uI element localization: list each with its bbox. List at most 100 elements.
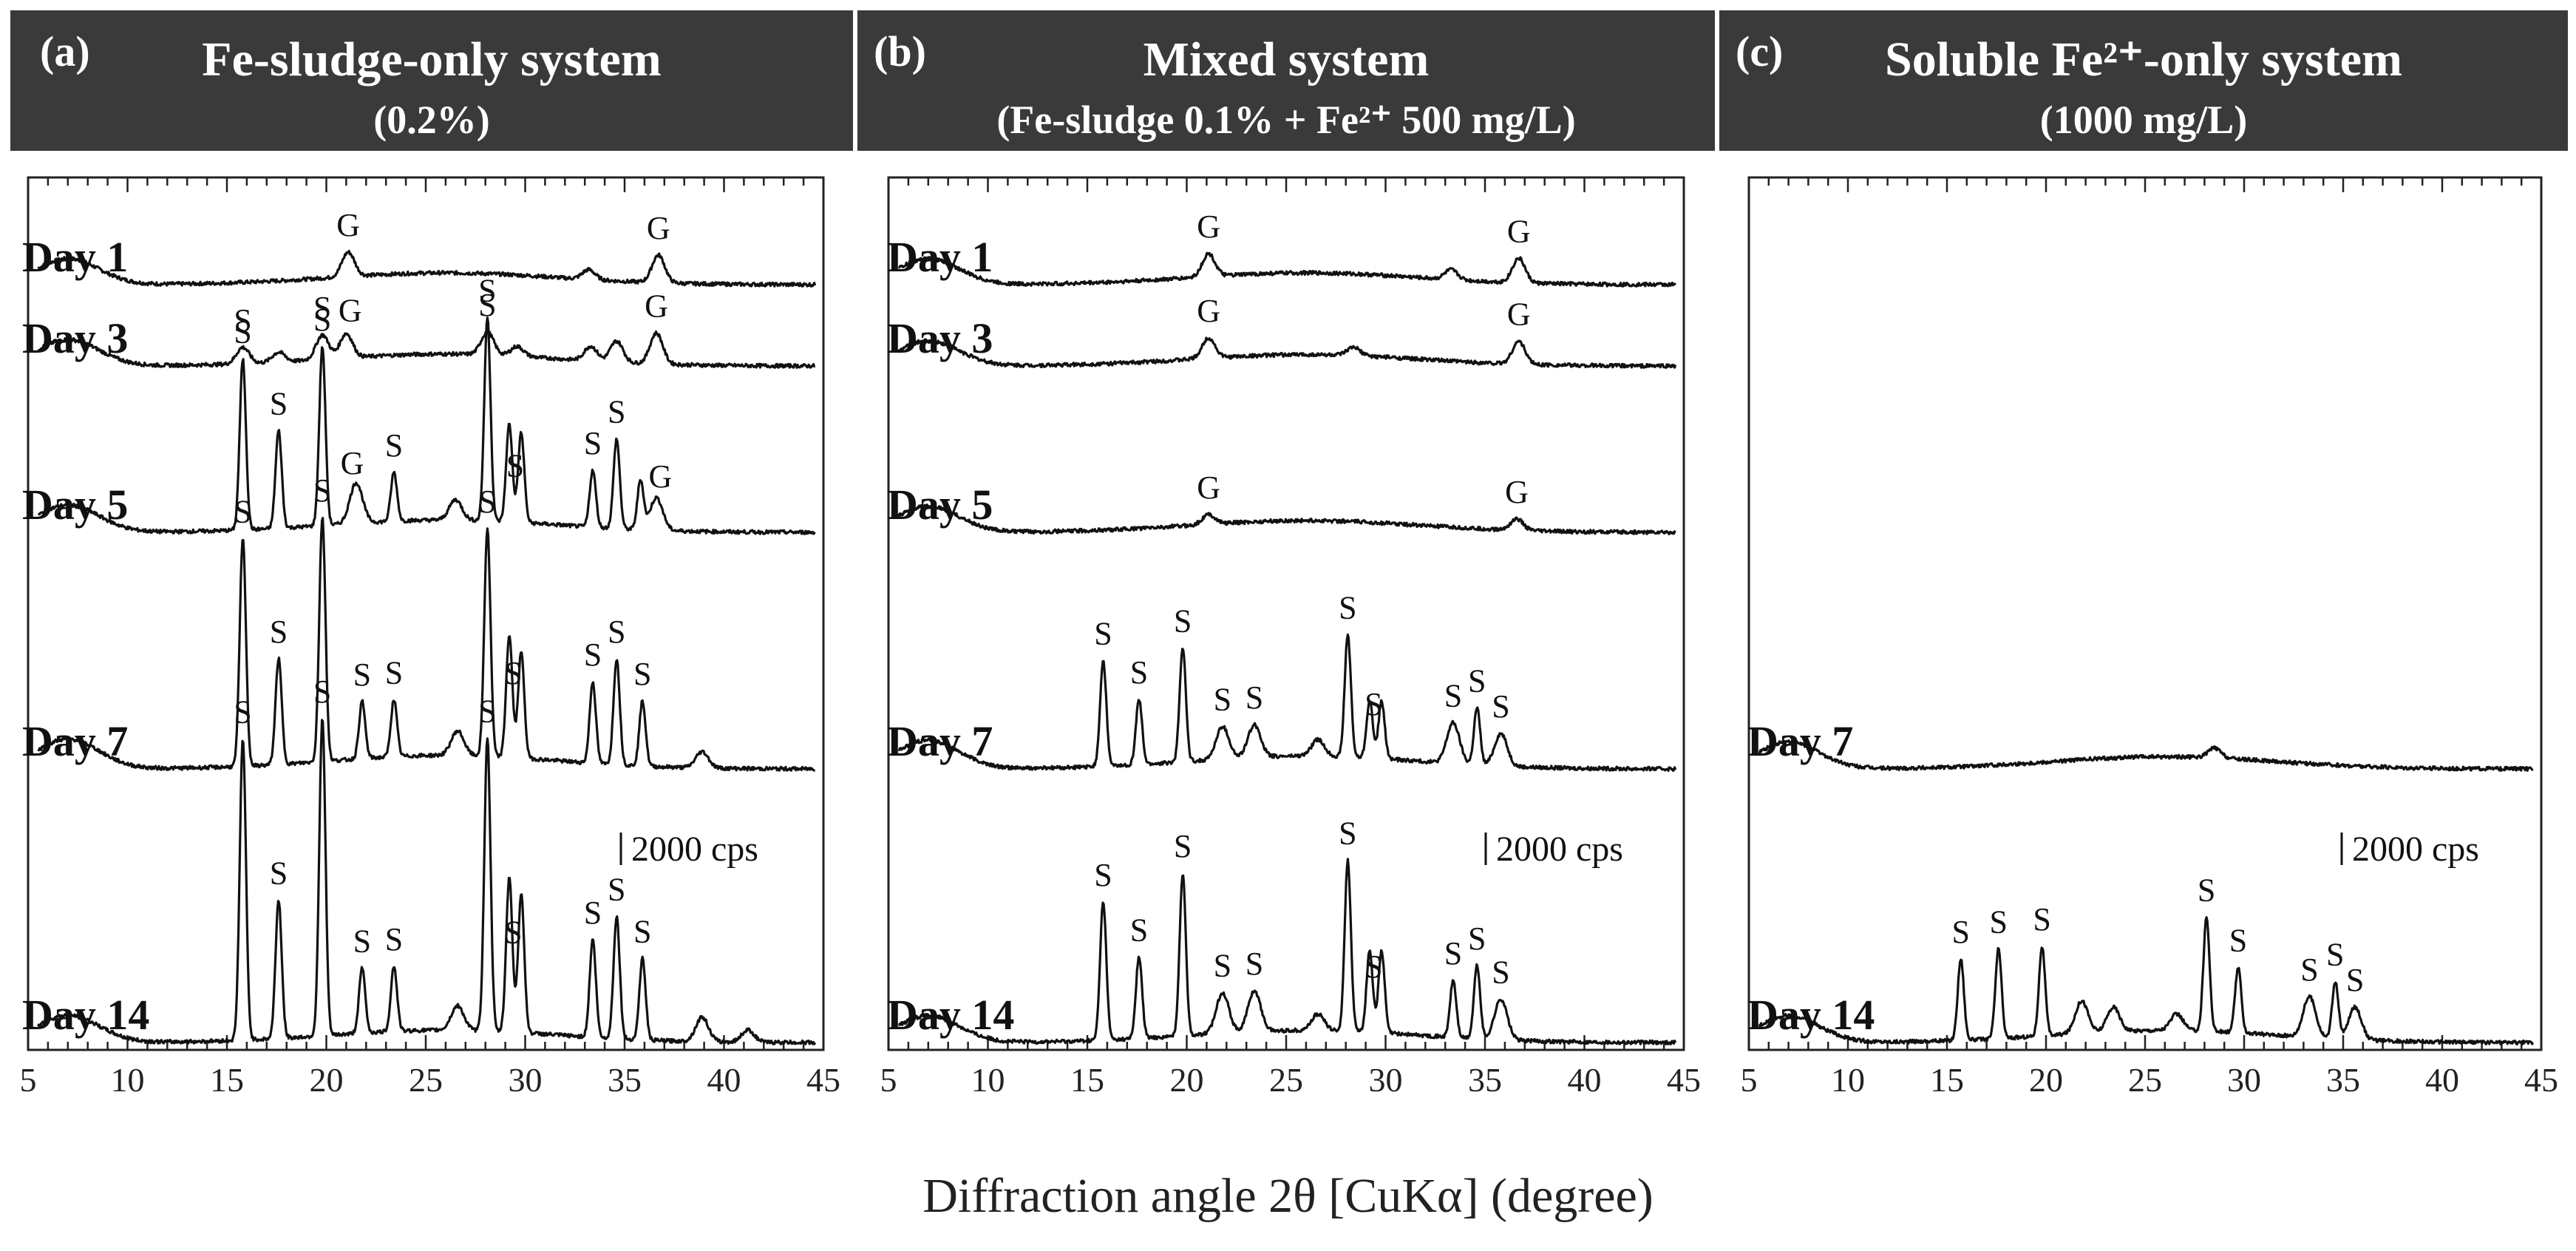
peak-marker-s: S: [2300, 952, 2318, 988]
peak-marker-s: S: [1094, 857, 1112, 893]
panel-a-title: Fe-sludge-only system: [202, 33, 662, 87]
peak-marker-s: S: [353, 657, 371, 693]
x-tick-label: 5: [880, 1061, 897, 1099]
peak-marker-s: S: [1444, 678, 1462, 714]
peak-marker-s: S: [2198, 872, 2215, 909]
x-tick-label: 30: [2227, 1061, 2261, 1099]
peak-marker-g: G: [339, 293, 362, 329]
peak-marker-s: S: [1365, 949, 1382, 985]
peak-marker-s: S: [506, 448, 524, 484]
panel-c-letter: (c): [1736, 27, 1784, 75]
x-tick-label: 25: [409, 1061, 443, 1099]
peak-marker-s: S: [2326, 936, 2344, 972]
peak-marker-s: S: [608, 394, 625, 430]
scale-bar-label: 2000 cps: [631, 830, 758, 869]
peak-marker-s: S: [1444, 935, 1462, 972]
peak-marker-s: S: [313, 472, 331, 509]
x-tick-label: 45: [2524, 1061, 2558, 1099]
scale-bar-label: 2000 cps: [1496, 830, 1623, 869]
plot-frame: [887, 176, 1685, 1051]
peak-marker-s: S: [270, 614, 288, 650]
xrd-series-line: [37, 329, 816, 369]
peak-marker-s: S: [1492, 954, 1509, 990]
peak-marker-s: S: [478, 693, 496, 729]
peak-marker-s: S: [1174, 603, 1192, 639]
peak-marker-s: S: [478, 272, 496, 308]
day-label: Day 7: [887, 717, 993, 765]
peak-marker-s: S: [385, 427, 403, 464]
panel-c-subtitle: (1000 mg/L): [2039, 98, 2248, 142]
peak-marker-s: S: [1214, 947, 1231, 983]
day-label: Day 7: [1747, 717, 1853, 765]
day-label: Day 1: [22, 233, 128, 281]
peak-marker-s: S: [504, 655, 522, 691]
peak-marker-s: S: [1468, 921, 1486, 957]
peak-marker-s: S: [608, 872, 625, 908]
peak-marker-s: S: [353, 923, 371, 959]
peak-marker-s: S: [313, 674, 331, 710]
panel-a-header: (a) Fe-sludge-only system (0.2%): [10, 10, 853, 151]
peak-marker-s: S: [1245, 946, 1263, 982]
peak-marker-s: S: [385, 921, 403, 957]
panel-b-letter: (b): [874, 27, 926, 75]
peak-marker-s: S: [584, 895, 602, 931]
x-tick-label: 30: [1369, 1061, 1403, 1099]
peak-marker-s: S: [1130, 912, 1148, 949]
peak-marker-s: S: [1339, 816, 1356, 852]
xrd-series-line: [37, 517, 816, 772]
panel-b-subtitle: (Fe-sludge 0.1% + Fe²⁺ 500 mg/L): [996, 98, 1576, 142]
peak-marker-s: S: [313, 302, 331, 338]
peak-marker-g: G: [1507, 296, 1531, 333]
peak-marker-s: S: [1130, 654, 1148, 691]
peak-marker-s: S: [584, 637, 602, 673]
peak-marker-s: S: [1245, 679, 1263, 716]
peak-marker-s: S: [633, 656, 651, 692]
xrd-series-line: [1758, 916, 2535, 1045]
peak-marker-g: G: [1197, 208, 1220, 245]
peak-marker-s: S: [1468, 662, 1486, 699]
x-tick-label: 35: [2326, 1061, 2360, 1099]
xrd-series-line: [897, 858, 1677, 1045]
x-tick-label: 20: [1170, 1061, 1204, 1099]
x-tick-label: 20: [310, 1061, 344, 1099]
peak-marker-s: S: [234, 493, 251, 529]
peak-marker-g: G: [336, 207, 360, 243]
x-tick-label: 35: [1468, 1061, 1502, 1099]
peak-marker-s: S: [313, 290, 331, 326]
x-tick-label: 5: [20, 1061, 37, 1099]
peak-marker-s: S: [1214, 682, 1231, 718]
panel-c-title: Soluble Fe²⁺-only system: [1885, 33, 2402, 87]
x-tick-label: 10: [111, 1061, 145, 1099]
plot-frame: [27, 176, 825, 1051]
peak-marker-g: G: [1505, 474, 1529, 510]
x-axis-label: Diffraction angle 2θ [CuKα] (degree): [922, 1169, 1654, 1223]
peak-marker-g: G: [341, 445, 364, 481]
peak-marker-s: S: [1365, 686, 1382, 722]
panel-b-plot: 5 10 15 20 25 30 35 40 45 2000 cps Day 1 G G Day 3 G G D…: [880, 176, 1701, 1099]
panel-b-title: Mixed system: [1143, 33, 1430, 87]
xrd-series-line: [897, 504, 1676, 535]
peak-marker-s: S: [584, 425, 602, 461]
peak-marker-s: S: [478, 484, 496, 520]
day-label: Day 3: [22, 314, 128, 362]
x-tick-label: 40: [2425, 1061, 2459, 1099]
day-label: Day 1: [887, 233, 993, 281]
x-tick-label: 15: [1070, 1061, 1104, 1099]
peak-marker-g: G: [649, 458, 673, 495]
peak-marker-s: S: [2346, 962, 2364, 998]
xrd-series-line: [897, 251, 1676, 288]
x-tick-label: 25: [1269, 1061, 1303, 1099]
plot-frame: [1747, 176, 2543, 1051]
x-tick-label: 10: [971, 1061, 1005, 1099]
x-tick-label: 25: [2128, 1061, 2162, 1099]
peak-marker-s: S: [385, 654, 403, 691]
panel-c-header: (c) Soluble Fe²⁺-only system (1000 mg/L): [1719, 10, 2568, 151]
peak-marker-s: S: [1492, 688, 1509, 725]
panel-a-letter: (a): [40, 27, 90, 75]
x-tick-label: 45: [1667, 1061, 1701, 1099]
peak-marker-s: S: [1952, 914, 1970, 950]
x-tick-label: 45: [806, 1061, 840, 1099]
day-label: Day 14: [22, 991, 149, 1039]
peak-marker-s: S: [1989, 904, 2007, 940]
